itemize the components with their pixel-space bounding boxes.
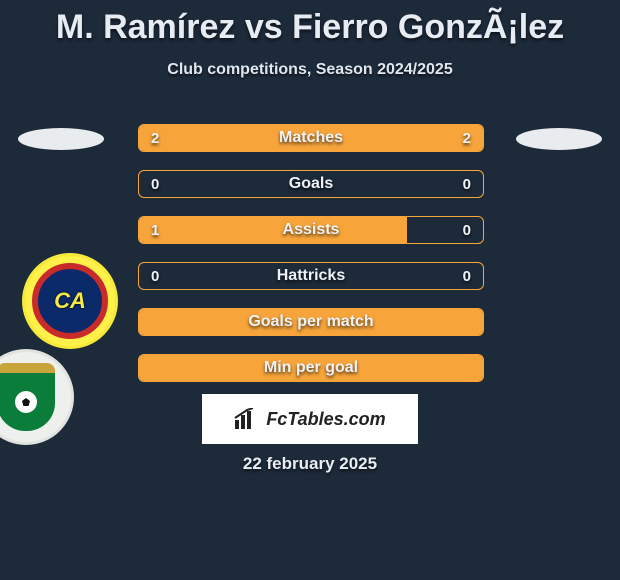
crest-right xyxy=(0,349,74,445)
flag-right xyxy=(516,128,602,150)
stat-row: Goals per match xyxy=(138,308,484,336)
stat-label: Min per goal xyxy=(139,355,483,381)
stat-label: Hattricks xyxy=(139,263,483,289)
soccer-ball-icon xyxy=(15,391,37,413)
date-text: 22 february 2025 xyxy=(0,454,620,474)
chart-bars-icon xyxy=(234,408,260,430)
flag-left xyxy=(18,128,104,150)
subtitle: Club competitions, Season 2024/2025 xyxy=(0,61,620,79)
crest-left-abbrev: CA xyxy=(44,275,96,327)
leon-shield-icon xyxy=(0,363,55,431)
stat-row: 0 0 Hattricks xyxy=(138,262,484,290)
stat-label: Goals xyxy=(139,171,483,197)
stat-row: Min per goal xyxy=(138,354,484,382)
stat-row: 2 2 Matches xyxy=(138,124,484,152)
crest-left: CA xyxy=(22,253,118,349)
stat-label: Goals per match xyxy=(139,309,483,335)
brand-badge: FcTables.com xyxy=(202,394,418,444)
page-title: M. Ramírez vs Fierro GonzÃ¡lez xyxy=(0,0,620,47)
stat-label: Assists xyxy=(139,217,483,243)
stat-row: 1 0 Assists xyxy=(138,216,484,244)
stat-row: 0 0 Goals xyxy=(138,170,484,198)
stat-bars: 2 2 Matches 0 0 Goals 1 0 Assists 0 0 Ha… xyxy=(138,124,484,400)
brand-text: FcTables.com xyxy=(266,409,385,430)
stat-label: Matches xyxy=(139,125,483,151)
